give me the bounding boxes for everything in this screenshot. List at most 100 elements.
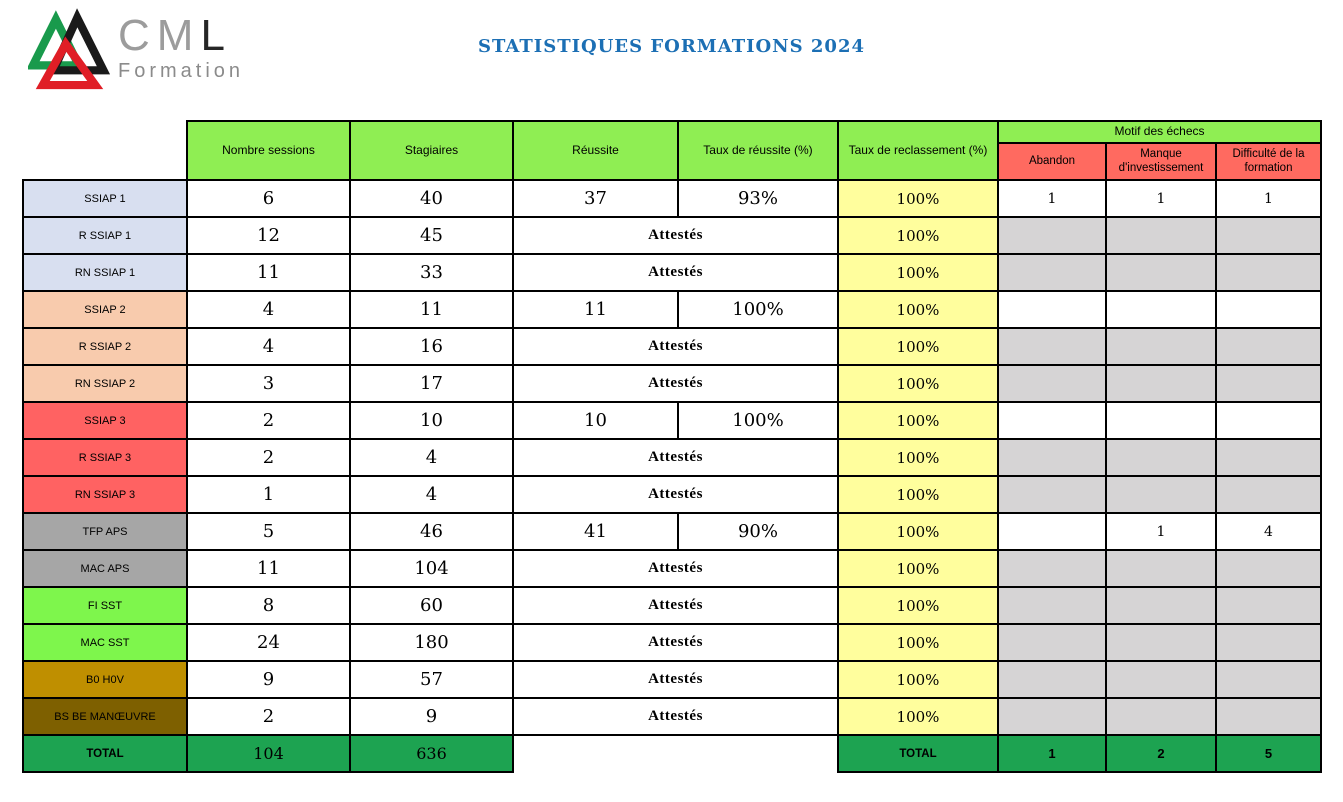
cell-motif-difficulte (1215, 290, 1322, 329)
row-label: MAC SST (22, 623, 188, 662)
blank-corner (23, 121, 187, 180)
cell-sessions: 12 (186, 216, 351, 255)
table-row: SSIAP 1 6 40 37 93% 100% 1 1 1 (22, 179, 1322, 218)
cell-motif-difficulte (1215, 438, 1322, 477)
cell-motif-manque (1105, 697, 1217, 736)
cell-sessions: 2 (186, 697, 351, 736)
cell-sessions: 2 (186, 438, 351, 477)
cell-reclassement: 100% (837, 290, 999, 329)
cell-motif-abandon (997, 660, 1107, 699)
row-label: RN SSIAP 1 (22, 253, 188, 292)
cell-reclassement: 100% (837, 364, 999, 403)
col-header-difficulte: Difficulté de la formation (1215, 142, 1322, 181)
cell-reclassement: 100% (837, 697, 999, 736)
cell-reclassement: 100% (837, 253, 999, 292)
cell-reussite: 41 (512, 512, 679, 551)
cell-motif-abandon (997, 216, 1107, 255)
col-header-reclassement: Taux de reclassement (%) (837, 120, 999, 181)
cell-sessions: 2 (186, 401, 351, 440)
cell-reclassement: 100% (837, 623, 999, 662)
row-label: R SSIAP 2 (22, 327, 188, 366)
table-row: SSIAP 3 2 10 10 100% 100% (22, 401, 1322, 440)
cell-motif-difficulte (1215, 586, 1322, 625)
row-label: R SSIAP 3 (22, 438, 188, 477)
cell-attested: Attestés (512, 438, 839, 477)
row-label: BS BE MANŒUVRE (22, 697, 188, 736)
table-row: R SSIAP 2 4 16 Attestés 100% (22, 327, 1322, 366)
cell-reclassement: 100% (837, 216, 999, 255)
col-header-taux-reussite: Taux de réussite (%) (677, 120, 839, 181)
cell-motif-difficulte (1215, 475, 1322, 514)
cell-motif-manque (1105, 253, 1217, 292)
cell-motif-difficulte (1215, 216, 1322, 255)
col-header-sessions: Nombre sessions (186, 120, 351, 181)
cell-motif-manque (1105, 660, 1217, 699)
cell-motif-manque (1105, 290, 1217, 329)
cell-taux-reussite: 100% (677, 290, 839, 329)
table-row: R SSIAP 1 12 45 Attestés 100% (22, 216, 1322, 255)
cell-motif-abandon (997, 623, 1107, 662)
cell-attested: Attestés (512, 327, 839, 366)
cell-motif-abandon (997, 512, 1107, 551)
cell-motif-manque (1105, 475, 1217, 514)
logo-triangles-icon (28, 8, 110, 90)
row-label: SSIAP 1 (22, 179, 188, 218)
cell-motif-abandon (997, 401, 1107, 440)
cell-stagiaires: 104 (349, 549, 514, 588)
total-label: TOTAL (22, 734, 188, 773)
row-label: RN SSIAP 3 (22, 475, 188, 514)
cell-sessions: 9 (186, 660, 351, 699)
total-gap (513, 735, 838, 772)
cell-stagiaires: 4 (349, 438, 514, 477)
cell-motif-difficulte (1215, 327, 1322, 366)
cell-motif-difficulte (1215, 623, 1322, 662)
cell-reclassement: 100% (837, 660, 999, 699)
cell-reclassement: 100% (837, 549, 999, 588)
cell-motif-abandon (997, 364, 1107, 403)
cell-stagiaires: 57 (349, 660, 514, 699)
cell-motif-manque (1105, 364, 1217, 403)
cell-reclassement: 100% (837, 179, 999, 218)
cell-reclassement: 100% (837, 438, 999, 477)
cell-attested: Attestés (512, 475, 839, 514)
cell-sessions: 1 (186, 475, 351, 514)
cell-motif-abandon: 1 (997, 179, 1107, 218)
cell-motif-manque (1105, 623, 1217, 662)
cell-sessions: 6 (186, 179, 351, 218)
cell-sessions: 4 (186, 327, 351, 366)
cell-motif-difficulte: 4 (1215, 512, 1322, 551)
total-row: TOTAL 104 636 TOTAL 1 2 5 (22, 734, 1322, 773)
row-label: MAC APS (22, 549, 188, 588)
row-label: TFP APS (22, 512, 188, 551)
cell-motif-manque (1105, 216, 1217, 255)
row-label: B0 H0V (22, 660, 188, 699)
cell-stagiaires: 60 (349, 586, 514, 625)
cell-motif-difficulte (1215, 253, 1322, 292)
cell-motif-abandon (997, 475, 1107, 514)
cell-stagiaires: 33 (349, 253, 514, 292)
col-header-reussite: Réussite (512, 120, 679, 181)
cell-reussite: 10 (512, 401, 679, 440)
cell-motif-manque (1105, 586, 1217, 625)
cell-stagiaires: 40 (349, 179, 514, 218)
cell-stagiaires: 46 (349, 512, 514, 551)
cell-motif-manque: 1 (1105, 512, 1217, 551)
table-row: FI SST 8 60 Attestés 100% (22, 586, 1322, 625)
cell-motif-manque (1105, 549, 1217, 588)
brand-subtitle: Formation (118, 60, 245, 82)
total-stagiaires: 636 (349, 734, 514, 773)
cell-motif-manque (1105, 401, 1217, 440)
table-row: MAC APS 11 104 Attestés 100% (22, 549, 1322, 588)
cell-motif-difficulte (1215, 401, 1322, 440)
statistics-table: Nombre sessions Stagiaires Réussite Taux… (22, 120, 1322, 773)
cell-attested: Attestés (512, 549, 839, 588)
cell-motif-difficulte (1215, 364, 1322, 403)
cell-sessions: 11 (186, 253, 351, 292)
cell-motif-manque (1105, 438, 1217, 477)
cell-reclassement: 100% (837, 327, 999, 366)
table-body: SSIAP 1 6 40 37 93% 100% 1 1 1 R SSIAP 1 12 45 Attes… (22, 179, 1322, 773)
cell-reussite: 37 (512, 179, 679, 218)
cell-sessions: 11 (186, 549, 351, 588)
cell-attested: Attestés (512, 697, 839, 736)
cell-reclassement: 100% (837, 475, 999, 514)
